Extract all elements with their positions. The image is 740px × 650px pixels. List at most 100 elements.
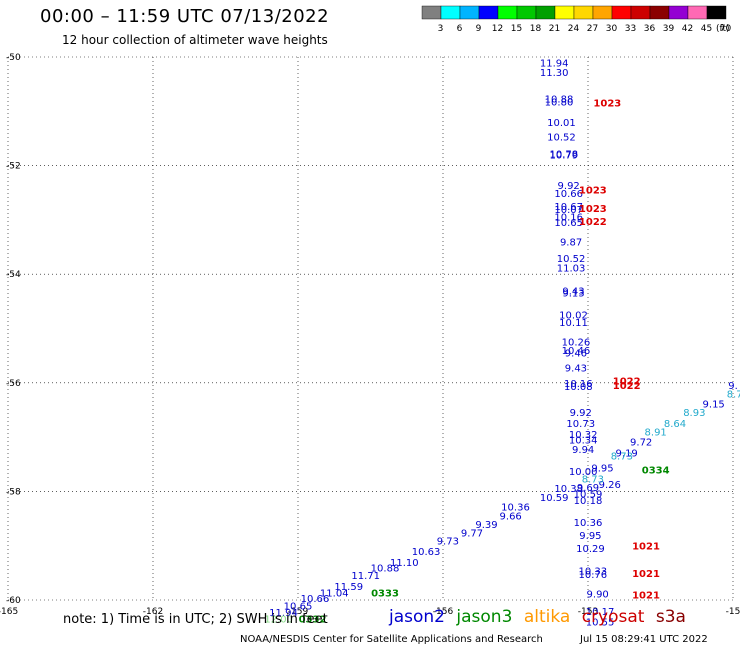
colorbar-tick-label: 33 xyxy=(625,24,636,34)
chart-title: 00:00 – 11:59 UTC 07/13/2022 xyxy=(40,6,330,27)
data-point-label: 1022 xyxy=(613,377,641,388)
data-point-label: 10.36 xyxy=(501,503,530,514)
data-point-label: 9.46 xyxy=(565,348,587,359)
data-point-label: 10.59 xyxy=(574,490,603,501)
legend-jason2: jason2 xyxy=(389,607,445,627)
colorbar-swatch xyxy=(668,5,689,20)
data-point-label: 10.38 xyxy=(554,484,583,495)
data-point-label: 0334 xyxy=(642,466,670,477)
data-point-label: 0332 xyxy=(299,614,327,625)
colorbar-tick-label: 24 xyxy=(568,24,580,34)
data-point-label: 10.52 xyxy=(547,132,576,143)
x-tick-label: -165 xyxy=(0,607,18,617)
data-point-label: 10.16 xyxy=(564,379,593,390)
data-point-label: 9.87 xyxy=(560,238,582,249)
colorbar-tick-label: 6 xyxy=(457,24,463,34)
data-point-label: 9.92 xyxy=(558,181,580,192)
x-tick-label: -156 xyxy=(433,607,454,617)
data-point-label: 10.29 xyxy=(576,544,605,555)
data-point-label: 10.16 xyxy=(554,213,583,224)
x-tick-label: -153 xyxy=(578,607,598,617)
data-point-label: 9.92 xyxy=(570,408,592,419)
data-point-label: 10.66 xyxy=(554,189,583,200)
data-point-label: 10.66 xyxy=(301,594,330,605)
data-point-label: 10.26 xyxy=(562,338,591,349)
data-point-label: 10.65 xyxy=(554,218,583,229)
data-point-label: 11.03 xyxy=(557,264,586,275)
data-point-label: 0333 xyxy=(371,588,399,599)
data-labels: 11.9411.3010.8810.8010.0110.5210.7810.79… xyxy=(264,58,740,628)
data-point-label: 10.73 xyxy=(566,419,595,430)
data-point-label: 10.59 xyxy=(540,493,569,504)
y-tick-label: -50 xyxy=(6,53,21,63)
colorbar-swatch xyxy=(478,5,499,20)
data-point-label: 10.08 xyxy=(564,382,593,393)
data-point-label: 10.65 xyxy=(284,601,313,612)
data-point-label: 10.18 xyxy=(574,496,603,507)
y-tick-label: -58 xyxy=(6,487,21,497)
data-point-label: 1021 xyxy=(632,591,660,602)
colorbar-swatch xyxy=(573,5,594,20)
colorbar-swatch xyxy=(421,5,442,20)
data-point-label: 9.43 xyxy=(562,286,584,297)
data-point-label: 10.11 xyxy=(559,318,588,329)
colorbar-unit: (ft) xyxy=(716,24,730,34)
data-point-label: 10.52 xyxy=(557,254,586,265)
data-point-label: 11.71 xyxy=(351,571,380,582)
data-point-label: 10.33 xyxy=(579,567,608,578)
data-point-label: 9.95 xyxy=(591,464,613,475)
data-point-label: 10.01 xyxy=(547,118,576,129)
data-point-label: 12.00 xyxy=(264,614,293,625)
colorbar-swatch xyxy=(497,5,518,20)
data-point-label: 10.88 xyxy=(545,94,574,105)
data-point-label: 1023 xyxy=(593,99,621,110)
data-point-label: 11.30 xyxy=(540,68,569,79)
colorbar-swatch xyxy=(630,5,651,20)
data-point-label: 9.95 xyxy=(579,531,601,542)
grid-lines xyxy=(7,56,734,601)
colorbar-tick-label: 9 xyxy=(476,24,482,34)
data-point-label: 8.73 xyxy=(611,452,633,463)
data-point-label: 10.34 xyxy=(569,435,598,446)
data-point-label: 9.90 xyxy=(587,589,609,600)
colorbar-tick-label: 3 xyxy=(438,24,444,34)
data-point-label: 10.07 xyxy=(554,205,583,216)
data-point-label: 10.55 xyxy=(586,618,615,629)
data-point-label: 10.46 xyxy=(562,346,591,357)
colorbar-tick-label: 27 xyxy=(587,24,598,34)
colorbar-swatch xyxy=(440,5,461,20)
data-point-label: 8.76 xyxy=(727,390,740,401)
x-tick-label: -159 xyxy=(288,607,309,617)
colorbar-tick-label: 18 xyxy=(530,24,542,34)
data-point-label: 1022 xyxy=(613,381,641,392)
footer-credit: NOAA/NESDIS Center for Satellite Applica… xyxy=(240,634,543,645)
data-point-label: 9.43 xyxy=(565,364,587,375)
data-point-label: 10.88 xyxy=(371,563,400,574)
data-point-label: 9.73 xyxy=(437,536,459,547)
colorbar-swatch xyxy=(516,5,537,20)
colorbar-swatch xyxy=(611,5,632,20)
data-point-label: 1021 xyxy=(632,542,660,553)
legend-jason3: jason3 xyxy=(456,607,513,627)
data-point-label: 10.17 xyxy=(586,607,615,618)
data-point-label: 8.64 xyxy=(664,419,686,430)
y-tick-label: -60 xyxy=(6,596,21,606)
colorbar-swatch xyxy=(706,5,727,20)
data-point-label: 9.13 xyxy=(562,289,584,300)
colorbar-tick-label: 70 xyxy=(720,24,732,34)
y-tick-label: -54 xyxy=(6,270,21,280)
colorbar-tick-label: 12 xyxy=(492,24,503,34)
footer-note: note: 1) Time is in UTC; 2) SWH is in fe… xyxy=(63,612,328,627)
colorbar-swatch xyxy=(554,5,575,20)
data-point-label: 10.32 xyxy=(569,430,598,441)
data-point-label: 10.76 xyxy=(579,570,608,581)
data-point-label: 9.77 xyxy=(461,529,483,540)
data-point-label: 10.80 xyxy=(545,98,574,109)
data-point-label: 10.79 xyxy=(550,151,579,162)
data-point-label: 8.91 xyxy=(645,428,667,439)
footer-timestamp: Jul 15 08:29:41 UTC 2022 xyxy=(580,634,708,645)
data-point-label: 11.94 xyxy=(540,58,569,69)
legend-altika: altika xyxy=(523,607,571,627)
y-tick-label: -52 xyxy=(6,162,21,172)
data-point-label: 9.15 xyxy=(703,399,725,410)
